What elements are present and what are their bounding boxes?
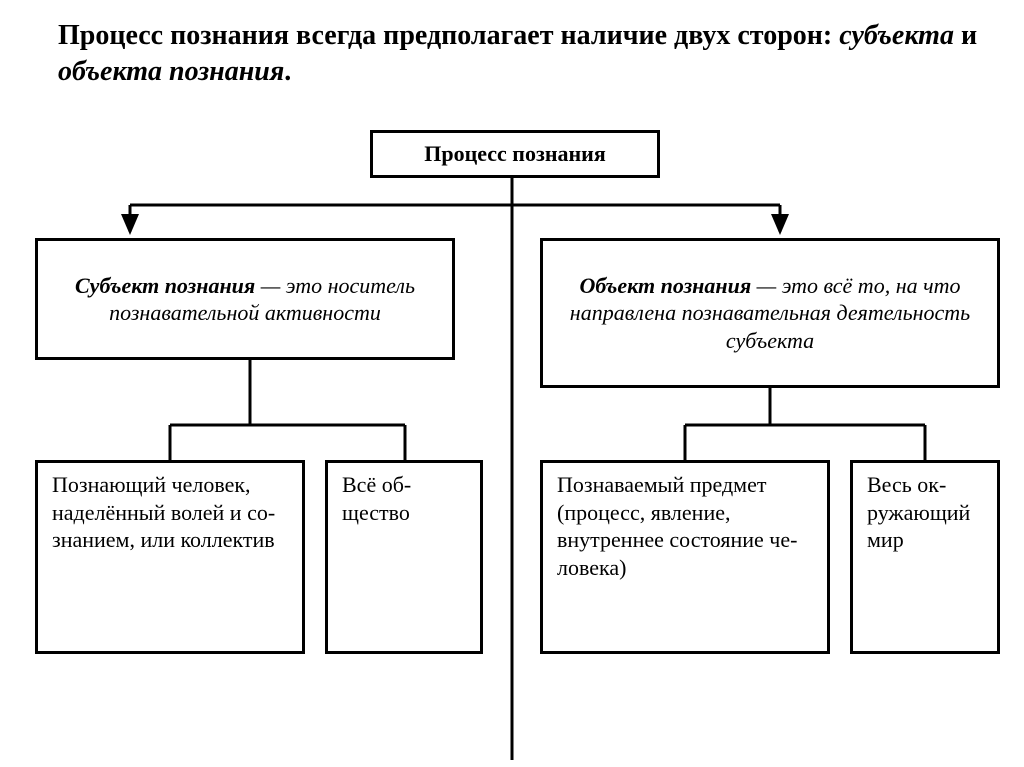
node-subject-bold: Субъект познания bbox=[75, 273, 255, 298]
node-subject-leaf-2: Всё об­щество bbox=[325, 460, 483, 654]
intro-ital-1: субъекта bbox=[839, 20, 954, 51]
node-object-leaf-2: Весь ок­ружаю­щий мир bbox=[850, 460, 1000, 654]
node-object-bold: Объект познания bbox=[579, 273, 751, 298]
intro-text-2: и bbox=[954, 20, 977, 51]
node-object: Объект познания — это всё то, на что нап… bbox=[540, 238, 1000, 388]
node-subject-leaf-1: Познающий че­ловек, наделён­ный волей и … bbox=[35, 460, 305, 654]
node-root-label: Процесс познания bbox=[424, 140, 606, 168]
intro-paragraph: Процесс познания всегда предполагает нал… bbox=[58, 18, 1014, 91]
node-object-leaf-1: Познаваемый предмет (процесс, явление, в… bbox=[540, 460, 830, 654]
node-object-leaf-1-label: Познаваемый предмет (процесс, явление, в… bbox=[557, 471, 813, 581]
node-subject-text: Субъект познания — это носитель познават… bbox=[52, 272, 438, 327]
node-subject-leaf-2-label: Всё об­щество bbox=[342, 471, 466, 526]
intro-text-1: Процесс познания всегда предполагает нал… bbox=[58, 20, 839, 51]
node-object-leaf-2-label: Весь ок­ружаю­щий мир bbox=[867, 471, 983, 554]
intro-ital-2: объекта познания bbox=[58, 56, 284, 87]
node-subject: Субъект познания — это носитель познават… bbox=[35, 238, 455, 360]
node-object-text: Объект познания — это всё то, на что нап… bbox=[557, 272, 983, 355]
node-root: Процесс познания bbox=[370, 130, 660, 178]
intro-text-3: . bbox=[284, 56, 291, 87]
node-subject-leaf-1-label: Познающий че­ловек, наделён­ный волей и … bbox=[52, 471, 288, 554]
